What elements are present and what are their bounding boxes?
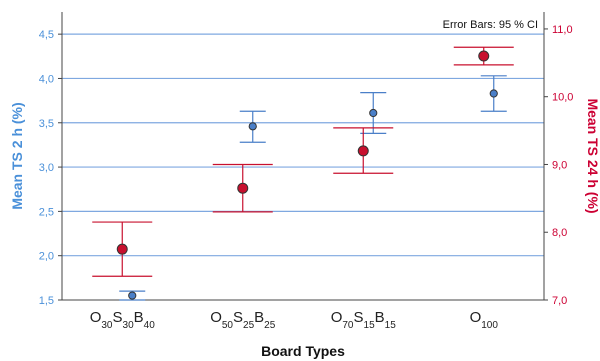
series-0-point-3 bbox=[489, 89, 498, 98]
error-bar-note: Error Bars: 95 % CI bbox=[443, 19, 538, 31]
series-0-point-0 bbox=[128, 291, 137, 300]
right-tick-label-4: 11,0 bbox=[552, 24, 573, 36]
right-tick-label-0: 7,0 bbox=[552, 295, 567, 307]
left-tick-label-5: 4,0 bbox=[39, 73, 54, 85]
series-0-point-2 bbox=[369, 108, 378, 118]
series-1-point-0 bbox=[116, 243, 128, 255]
series-1-point-1 bbox=[237, 182, 249, 194]
left-tick-label-2: 2,5 bbox=[39, 206, 54, 218]
category-label-0: O30S30B40 bbox=[90, 309, 156, 331]
series-0-point-1 bbox=[248, 122, 257, 131]
x-axis-title: Board Types bbox=[261, 343, 345, 359]
right-tick-label-1: 8,0 bbox=[552, 227, 567, 239]
series-1-point-2 bbox=[357, 145, 369, 157]
left-axis-title: Mean TS 2 h (%) bbox=[9, 102, 25, 209]
right-tick-label-2: 9,0 bbox=[552, 159, 567, 171]
left-tick-label-0: 1,5 bbox=[39, 295, 54, 307]
series-1 bbox=[92, 46, 514, 277]
right-axis-title: Mean TS 24 h (%) bbox=[585, 98, 600, 213]
series-0 bbox=[119, 75, 507, 301]
left-tick-label-3: 3,0 bbox=[39, 162, 54, 174]
left-tick-label-1: 2,0 bbox=[39, 251, 54, 263]
right-tick-label-3: 10,0 bbox=[552, 92, 573, 104]
category-label-3: O100 bbox=[470, 309, 499, 331]
series-1-point-3 bbox=[478, 50, 490, 62]
category-label-2: O70S15B15 bbox=[331, 309, 397, 331]
left-tick-label-4: 3,5 bbox=[39, 118, 54, 130]
category-label-1: O50S25B25 bbox=[210, 309, 276, 331]
left-tick-label-6: 4,5 bbox=[39, 29, 54, 41]
